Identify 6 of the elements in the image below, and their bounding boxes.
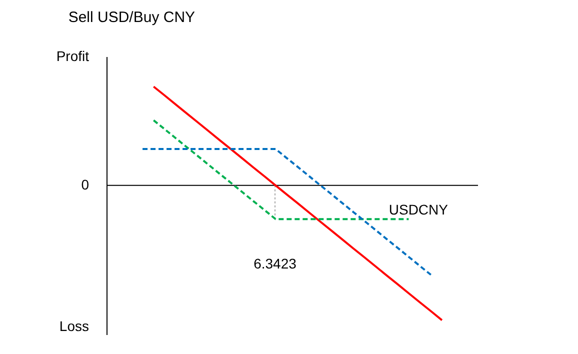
text: Loss: [59, 318, 89, 334]
annotation: 6.3423: [254, 255, 297, 272]
text: Profit: [56, 48, 90, 64]
x-axis-title: USDCNY: [388, 201, 449, 218]
text: 0: [81, 176, 90, 192]
chart-title: Sell USD/Buy CNY: [68, 9, 196, 26]
